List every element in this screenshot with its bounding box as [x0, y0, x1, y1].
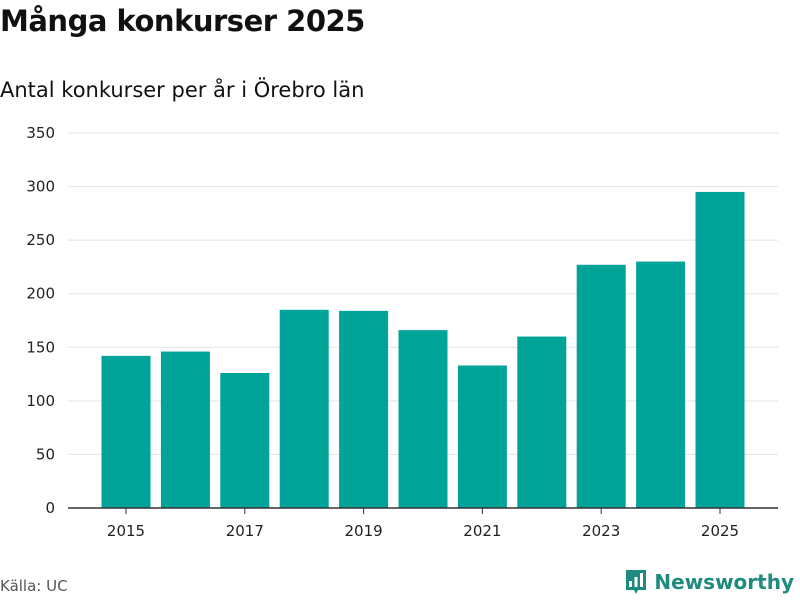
x-tick-label: 2023 — [582, 522, 620, 540]
y-tick-label: 250 — [26, 231, 55, 249]
bars — [101, 191, 745, 508]
bar-2025 — [695, 191, 745, 508]
y-tick-label: 0 — [45, 499, 55, 517]
y-tick-label: 50 — [36, 445, 55, 463]
bar-2020 — [398, 330, 448, 508]
newsworthy-logo-icon — [626, 570, 647, 594]
bar-2024 — [636, 261, 686, 508]
chart-title: Många konkurser 2025 — [0, 4, 365, 38]
y-tick-label: 150 — [26, 338, 55, 356]
x-tick-label: 2025 — [701, 522, 739, 540]
y-tick-label: 100 — [26, 392, 55, 410]
bar-2019 — [339, 310, 389, 508]
bar-2017 — [220, 373, 270, 508]
x-tick-label: 2015 — [107, 522, 145, 540]
chart-subtitle: Antal konkurser per år i Örebro län — [0, 78, 365, 102]
x-tick-label: 2017 — [226, 522, 264, 540]
y-tick-label: 200 — [26, 285, 55, 303]
bar-2018 — [279, 309, 329, 508]
y-tick-label: 350 — [26, 124, 55, 142]
x-tick-label: 2021 — [463, 522, 501, 540]
x-tick-label: 2019 — [345, 522, 383, 540]
brand-logo: Newsworthy — [624, 568, 794, 596]
bar-2015 — [101, 355, 151, 508]
bar-2022 — [517, 336, 567, 508]
brand-name: Newsworthy — [654, 570, 794, 594]
x-axis-ticks: 2015 2017 2019 2021 2023 2025 — [107, 508, 739, 540]
y-axis-ticks: 0 50 100 150 200 250 300 350 — [26, 124, 55, 517]
bar-2021 — [457, 365, 507, 508]
source-note: Källa: UC — [0, 577, 68, 595]
y-tick-label: 300 — [26, 178, 55, 196]
bar-2016 — [160, 351, 210, 508]
bar-2023 — [576, 264, 626, 508]
